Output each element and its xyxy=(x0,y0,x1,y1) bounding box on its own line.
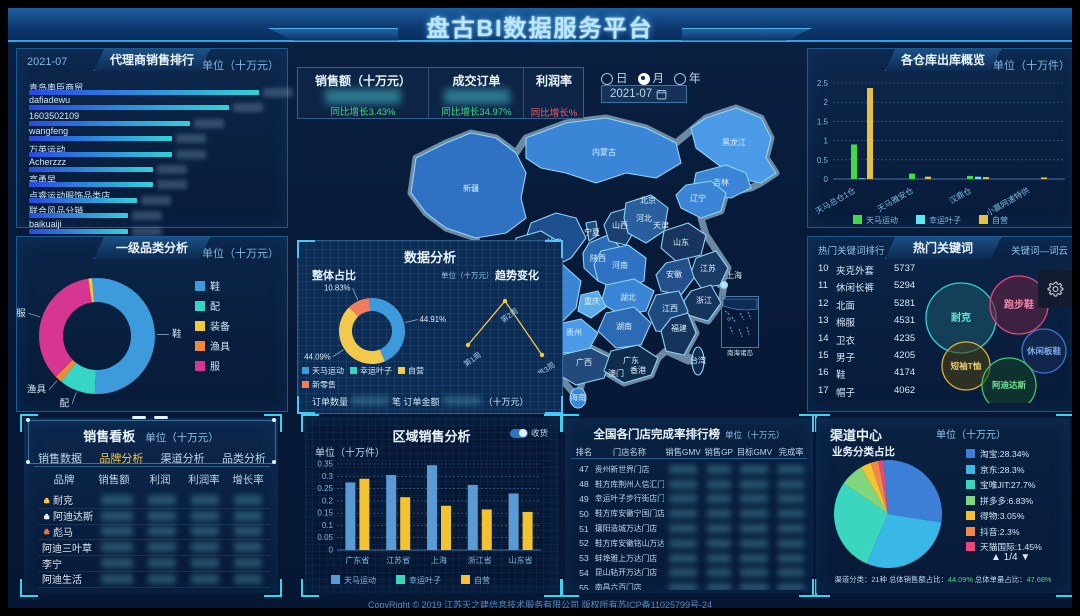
svg-text:0.1: 0.1 xyxy=(322,521,334,530)
svg-text:0.15: 0.15 xyxy=(317,509,333,518)
svg-text:江苏: 江苏 xyxy=(700,263,716,273)
svg-text:河南: 河南 xyxy=(612,260,628,270)
svg-text:44.09%: 44.09% xyxy=(304,352,331,361)
svg-text:香港: 香港 xyxy=(630,365,646,375)
svg-text:山西: 山西 xyxy=(612,220,628,230)
svg-text:浙江省: 浙江省 xyxy=(468,555,492,565)
svg-text:休闲板鞋: 休闲板鞋 xyxy=(1026,346,1062,356)
svg-text:天马运动: 天马运动 xyxy=(866,215,898,225)
svg-text:湖南: 湖南 xyxy=(616,321,632,331)
svg-text:阿迪达斯: 阿迪达斯 xyxy=(992,380,1027,390)
svg-text:上海: 上海 xyxy=(431,555,447,565)
svg-text:山东: 山东 xyxy=(673,237,689,247)
svg-text:广东省: 广东省 xyxy=(345,555,369,565)
svg-text:配: 配 xyxy=(60,399,70,410)
svg-text:跑步鞋: 跑步鞋 xyxy=(1004,298,1034,311)
svg-text:渔具: 渔具 xyxy=(210,341,230,353)
svg-text:渔具: 渔具 xyxy=(27,385,47,396)
svg-text:0.25: 0.25 xyxy=(317,484,333,493)
svg-text:短袖T恤: 短袖T恤 xyxy=(951,361,982,371)
svg-text:10.83%: 10.83% xyxy=(324,284,351,293)
svg-text:0.05: 0.05 xyxy=(317,533,333,542)
svg-text:自营: 自营 xyxy=(992,215,1008,225)
svg-text:幸运叶子: 幸运叶子 xyxy=(409,576,441,585)
svg-text:自营: 自营 xyxy=(408,366,424,376)
svg-text:44.91%: 44.91% xyxy=(420,315,447,324)
svg-text:福建: 福建 xyxy=(671,323,687,333)
svg-text:重庆: 重庆 xyxy=(584,296,600,306)
svg-text:幸运叶子: 幸运叶子 xyxy=(360,367,392,376)
svg-text:天津: 天津 xyxy=(653,220,669,230)
svg-text:海南: 海南 xyxy=(570,392,586,402)
svg-text:江苏省: 江苏省 xyxy=(386,555,410,565)
svg-text:服: 服 xyxy=(210,361,220,373)
svg-text:宁夏: 宁夏 xyxy=(584,227,600,237)
svg-text:配: 配 xyxy=(210,301,220,313)
svg-text:浙江: 浙江 xyxy=(696,295,712,305)
svg-text:吉林: 吉林 xyxy=(713,177,729,187)
svg-text:鞋: 鞋 xyxy=(210,280,220,293)
svg-text:陕西: 陕西 xyxy=(590,253,606,263)
svg-text:河北: 河北 xyxy=(636,213,652,223)
svg-text:内蒙古: 内蒙古 xyxy=(592,147,616,157)
svg-text:0: 0 xyxy=(329,546,334,555)
svg-text:第3周: 第3周 xyxy=(535,359,556,373)
svg-text:台湾: 台湾 xyxy=(690,355,706,365)
svg-text:第2周: 第2周 xyxy=(498,305,519,324)
svg-text:天马雅安仓: 天马雅安仓 xyxy=(875,185,915,214)
svg-text:辽宁: 辽宁 xyxy=(690,193,706,203)
svg-text:山东省: 山东省 xyxy=(509,555,533,565)
svg-text:上海: 上海 xyxy=(726,270,742,280)
svg-text:新零售: 新零售 xyxy=(312,380,336,390)
svg-text:天马运动: 天马运动 xyxy=(312,366,344,376)
svg-text:湖北: 湖北 xyxy=(620,293,636,302)
svg-text:鞋: 鞋 xyxy=(172,328,182,340)
svg-text:第1周: 第1周 xyxy=(461,349,482,368)
svg-text:广西: 广西 xyxy=(576,357,592,367)
svg-text:新疆: 新疆 xyxy=(463,183,479,193)
svg-text:黑龙江: 黑龙江 xyxy=(722,137,746,147)
svg-text:安徽: 安徽 xyxy=(666,269,682,279)
svg-text:小赢网速特供: 小赢网速特供 xyxy=(984,185,1031,218)
svg-text:天马运动: 天马运动 xyxy=(344,575,376,585)
svg-text:耐克: 耐克 xyxy=(951,311,971,324)
svg-text:装备: 装备 xyxy=(210,320,230,333)
svg-text:幸运叶子: 幸运叶子 xyxy=(929,216,961,225)
svg-text:汉鼎仓: 汉鼎仓 xyxy=(947,185,973,206)
svg-text:澳门: 澳门 xyxy=(608,368,624,378)
svg-text:北京: 北京 xyxy=(640,195,656,205)
svg-text:江西: 江西 xyxy=(662,304,678,313)
svg-text:广东: 广东 xyxy=(623,355,639,365)
svg-text:服: 服 xyxy=(17,308,26,319)
svg-text:贵州: 贵州 xyxy=(566,327,582,337)
svg-text:自营: 自营 xyxy=(474,575,490,585)
svg-text:0.3: 0.3 xyxy=(322,472,334,481)
svg-text:0.2: 0.2 xyxy=(322,496,334,505)
svg-text:0.35: 0.35 xyxy=(317,460,333,469)
